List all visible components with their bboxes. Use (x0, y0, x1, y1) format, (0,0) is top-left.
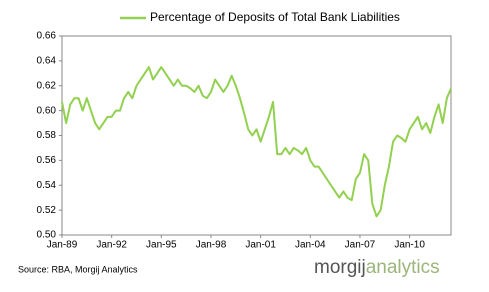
x-tick-label: Jan-10 (394, 240, 425, 251)
y-tick-label: 0.52 (37, 205, 57, 216)
x-tick-label: Jan-07 (345, 240, 376, 251)
y-tick-label: 0.66 (37, 31, 57, 42)
x-tick-label: Jan-01 (245, 240, 276, 251)
logo-accent: analytics (366, 257, 440, 278)
y-tick-label: 0.58 (37, 130, 57, 141)
x-tick-label: Jan-04 (295, 240, 326, 251)
y-tick-label: 0.56 (37, 155, 57, 166)
x-tick-label: Jan-98 (196, 240, 227, 251)
y-tick-label: 0.64 (37, 56, 57, 67)
y-tick-label: 0.54 (37, 180, 57, 191)
y-tick-label: 0.62 (37, 80, 57, 91)
source-note: Source: RBA, Morgij Analytics (18, 264, 138, 274)
x-tick-label: Jan-92 (96, 240, 127, 251)
data-line (61, 66, 452, 218)
legend-label: Percentage of Deposits of Total Bank Lia… (150, 10, 400, 24)
x-tick-label: Jan-89 (47, 240, 78, 251)
x-tick-label: Jan-95 (146, 240, 177, 251)
plot-frame (61, 35, 452, 236)
y-tick-label: 0.60 (37, 105, 57, 116)
logo: morgijanalytics (314, 257, 440, 278)
logo-main: morgij (314, 257, 366, 278)
y-tick-label: 0.50 (37, 230, 57, 241)
